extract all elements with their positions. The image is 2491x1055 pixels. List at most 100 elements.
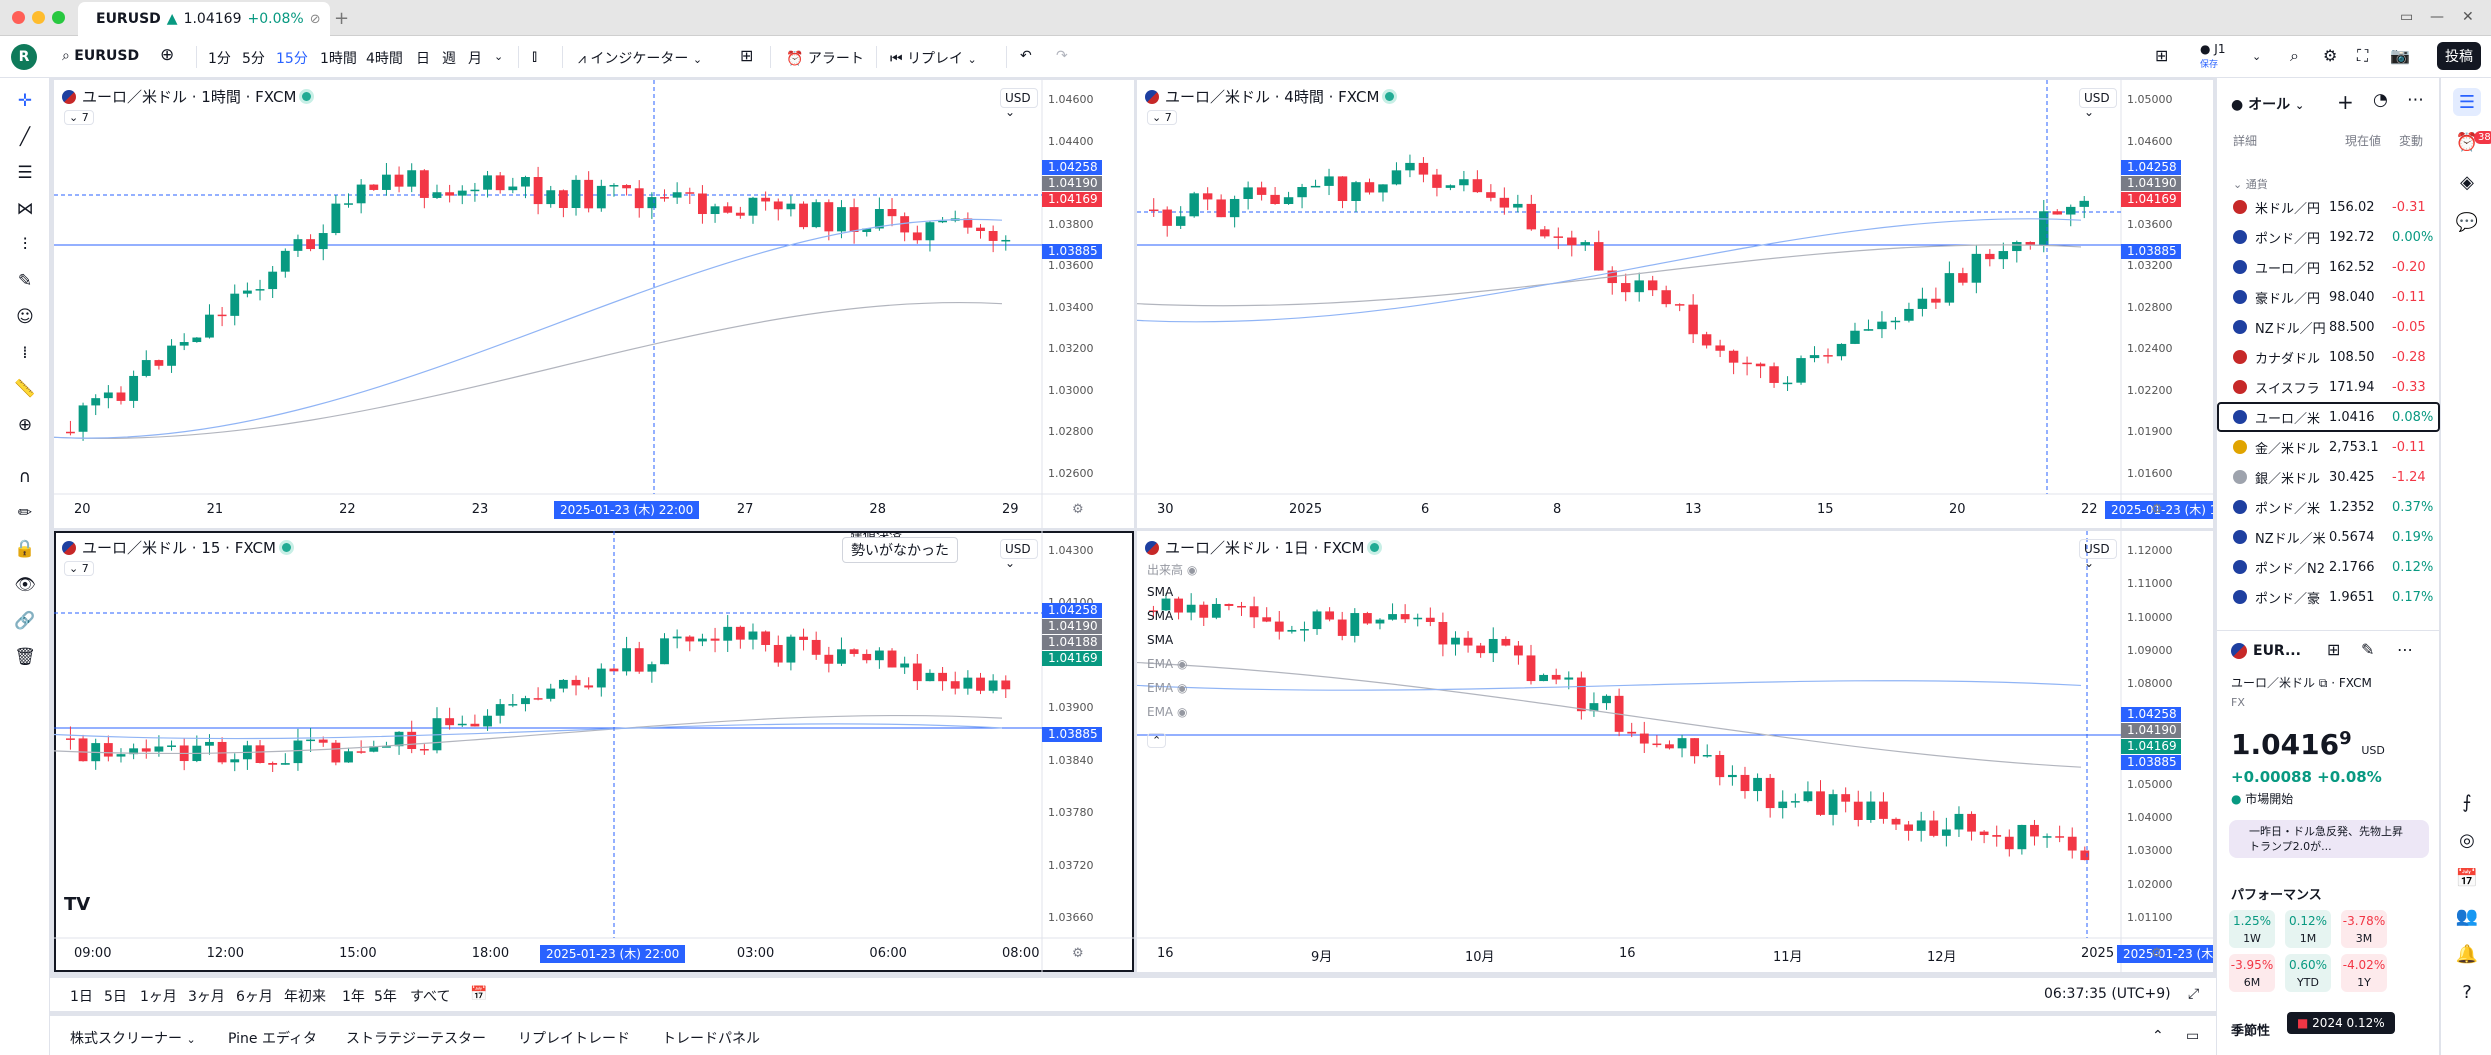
watchlist-row[interactable]: 銀／米ドル 30.425 -1.24 <box>2217 462 2440 492</box>
minimize-icon[interactable]: — <box>2430 9 2444 25</box>
range-ytd[interactable]: 年初来 <box>284 989 326 1005</box>
d1-chart-svg[interactable] <box>1137 531 2213 972</box>
detail-edit-icon[interactable]: ✎ <box>2361 640 2375 659</box>
add-symbol-icon[interactable]: + <box>2337 90 2354 114</box>
crosshair-icon[interactable]: ✛ <box>17 91 33 111</box>
alerts-clock-icon[interactable]: ⏰ <box>2455 131 2479 153</box>
compare-symbol-icon[interactable]: ⊕ <box>160 45 175 65</box>
h4-title[interactable]: ユーロ／米ドル · 4時間 · FXCM <box>1145 86 1395 107</box>
brush-icon[interactable]: ✎ <box>17 271 33 291</box>
range-all[interactable]: すべて <box>410 989 451 1005</box>
range-1d[interactable]: 1日 <box>70 989 93 1005</box>
scale-settings-icon[interactable]: ⚙ <box>2151 946 2163 961</box>
performance-cell[interactable]: -3.95% 6M <box>2229 954 2275 992</box>
performance-cell[interactable]: 0.60% YTD <box>2285 954 2331 992</box>
eye-icon[interactable]: 👁 <box>14 575 36 595</box>
settings-gear-icon[interactable]: ⚙ <box>2323 46 2338 65</box>
watchlist-row[interactable]: ポンド／円 192.72 0.00% <box>2217 222 2440 252</box>
fullscreen-icon[interactable]: ⛶ <box>2357 46 2369 65</box>
d1-title[interactable]: ユーロ／米ドル · 1日 · FXCM <box>1145 537 1380 558</box>
post-button[interactable]: 投稿 <box>2437 42 2481 70</box>
collapse-indicators-button[interactable]: ⌄ 7 <box>64 561 94 576</box>
col-price[interactable]: 現在値 <box>2345 134 2382 148</box>
range-1m[interactable]: 1ヶ月 <box>140 989 177 1005</box>
watchlist-row[interactable]: NZドル／円 88.500 -0.05 <box>2217 312 2440 342</box>
range-1y[interactable]: 1年 <box>342 989 365 1005</box>
text-note-icon[interactable]: ☺ <box>16 307 34 327</box>
notifications-icon[interactable]: 🔔 <box>2455 943 2479 965</box>
watchlist-row[interactable]: ユーロ／米 1.0416 0.08% <box>2217 402 2440 432</box>
candle-type-icon[interactable]: ⫾ <box>532 46 538 65</box>
performance-cell[interactable]: 1.25% 1W <box>2229 910 2275 948</box>
watchlist-title[interactable]: ● オール ⌄ <box>2231 97 2305 113</box>
layout-window-icon[interactable]: ▭ <box>2400 9 2414 25</box>
watchlist-icon[interactable]: ☰ <box>2453 88 2481 116</box>
indicator-legend-item[interactable]: SMA <box>1147 609 1174 623</box>
chart-pane-4h[interactable]: ユーロ／米ドル · 4時間 · FXCM ⌄ 7 USD ⌄ 1.05000 1.046… <box>1137 80 2213 528</box>
replay-button[interactable]: ⏮ リプレイ ⌄ <box>890 48 977 68</box>
detail-symbol[interactable]: EUR... <box>2253 643 2301 659</box>
interval-day[interactable]: 日 <box>416 51 430 67</box>
indicator-legend-item[interactable]: SMA <box>1147 633 1174 647</box>
watchlist-row[interactable]: ユーロ／円 162.52 -0.20 <box>2217 252 2440 282</box>
stay-drawing-icon[interactable]: ✏ <box>17 503 33 523</box>
interval-1m[interactable]: 1分 <box>208 51 231 67</box>
pattern-icon[interactable]: ⋈ <box>16 199 34 219</box>
alert-button[interactable]: ⏰ アラート <box>786 48 864 68</box>
col-detail[interactable]: 詳細 <box>2233 134 2258 148</box>
currency-select[interactable]: USD ⌄ <box>2079 88 2117 119</box>
detail-grid-icon[interactable]: ⊞ <box>2327 640 2341 659</box>
trendline-icon[interactable]: ╱ <box>19 127 31 147</box>
magnet-icon[interactable]: ∩ <box>18 467 32 487</box>
indicators-button[interactable]: ⩘ インジケーター ⌄ <box>578 48 702 68</box>
indicator-legend-item[interactable]: EMA ◉ <box>1147 657 1188 671</box>
interval-dropdown-icon[interactable]: ⌄ <box>494 50 504 63</box>
indicator-legend-item[interactable]: 出来高 ◉ <box>1147 563 1198 577</box>
interval-4h[interactable]: 4時間 <box>366 51 403 67</box>
chat-icon[interactable]: 💬 <box>2455 211 2479 233</box>
calendar-icon[interactable]: 📅 <box>2455 867 2479 889</box>
currency-select[interactable]: USD ⌄ <box>1000 539 1038 570</box>
chart-pane-1d[interactable]: ユーロ／米ドル · 1日 · FXCM USD ⌄ 1.12000 1.11000 1.… <box>1137 531 2213 972</box>
watchlist-row[interactable]: 豪ドル／円 98.040 -0.11 <box>2217 282 2440 312</box>
scale-settings-icon[interactable]: ⚙ <box>1072 502 1084 517</box>
m15-chart-svg[interactable] <box>54 531 1134 972</box>
h4-chart-svg[interactable] <box>1137 80 2213 528</box>
performance-cell[interactable]: 0.12% 1M <box>2285 910 2331 948</box>
range-6m[interactable]: 6ヶ月 <box>236 989 273 1005</box>
trash-icon[interactable]: 🗑 <box>14 647 36 667</box>
collapse-indicators-button[interactable]: ⌄ 7 <box>1147 110 1177 125</box>
annotation-callout[interactable]: 勢いがなかった <box>842 537 958 563</box>
templates-grid-icon[interactable]: ⊞ <box>740 46 754 65</box>
watchlist-row[interactable]: ポンド／N2 2.1766 0.12% <box>2217 552 2440 582</box>
indicator-legend-item[interactable]: EMA ◉ <box>1147 705 1188 719</box>
indicator-legend-item[interactable]: SMA <box>1147 585 1174 599</box>
interval-1h[interactable]: 1時間 <box>320 51 357 67</box>
camera-icon[interactable]: 📷 <box>2390 46 2410 65</box>
link-icon[interactable]: 🔗 <box>14 611 36 631</box>
clock-settings-icon[interactable]: ◔ <box>2373 90 2388 110</box>
zoom-in-icon[interactable]: ⊕ <box>17 415 33 435</box>
pine-icon[interactable]: ⨍ <box>2462 791 2472 813</box>
fib-icon[interactable]: ⫶ <box>22 235 28 255</box>
ruler-icon[interactable]: 📏 <box>14 379 36 399</box>
community-icon[interactable]: 👥 <box>2455 905 2479 927</box>
clock[interactable]: 06:37:35 (UTC+9) <box>2044 986 2171 1002</box>
horizontal-lines-icon[interactable]: ☰ <box>17 163 33 183</box>
chart-pane-1h[interactable]: ユーロ／米ドル · 1時間 · FXCM ⌄ 7 USD ⌄ 1.04600 1.044… <box>54 80 1134 528</box>
quick-search-icon[interactable]: ⌕ <box>2290 46 2299 65</box>
layout-grid-icon[interactable]: ⊞ <box>2155 46 2169 65</box>
collapse-panel-icon[interactable]: ⌃ <box>2152 1028 2164 1044</box>
lock-icon[interactable]: 🔒 <box>14 539 36 559</box>
detail-more-icon[interactable]: ⋯ <box>2397 640 2413 659</box>
undo-icon[interactable]: ↶ <box>1020 48 1032 64</box>
collapse-legend-button[interactable]: ⌃ <box>1147 733 1167 748</box>
watchlist-row[interactable]: カナダドル 108.50 -0.28 <box>2217 342 2440 372</box>
tab-pine-editor[interactable]: Pine エディタ <box>228 1031 317 1047</box>
watchlist-row[interactable]: スイスフラ 171.94 -0.33 <box>2217 372 2440 402</box>
interval-month[interactable]: 月 <box>468 51 482 67</box>
more-tools-icon[interactable]: ⁞ <box>22 343 28 363</box>
more-options-icon[interactable]: ⋯ <box>2407 90 2424 110</box>
watchlist-row[interactable]: 米ドル／円 156.02 -0.31 <box>2217 192 2440 222</box>
